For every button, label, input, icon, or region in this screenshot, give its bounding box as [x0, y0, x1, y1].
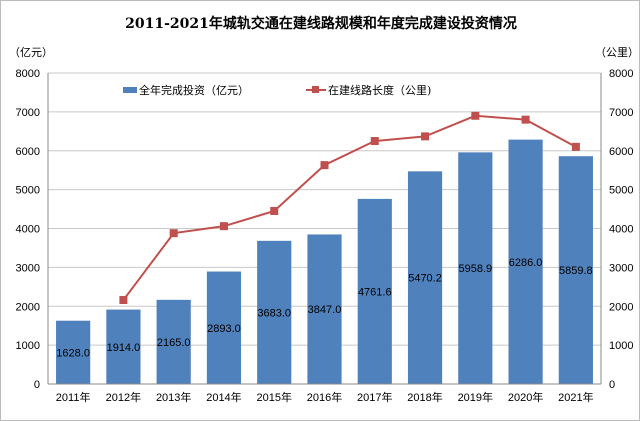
bar-data-label: 2893.0: [207, 323, 241, 335]
x-tick-label: 2019年: [458, 390, 493, 404]
line-marker: [119, 296, 128, 305]
x-tick-label: 2016年: [307, 390, 342, 404]
line-marker: [521, 115, 530, 124]
legend-bar-label: 全年完成投资（亿元）: [139, 83, 249, 97]
bar-data-label: 1628.0: [56, 347, 90, 359]
bar: [257, 240, 292, 384]
right-tick-label: 6000: [609, 146, 633, 158]
legend: 全年完成投资（亿元） 在建线路长度（公里): [123, 83, 431, 97]
line-marker: [421, 132, 430, 141]
bar-data-label: 4761.6: [358, 286, 392, 298]
bar-data-label: 5958.9: [458, 263, 492, 275]
bar: [106, 309, 141, 384]
bar: [206, 271, 242, 384]
left-tick-label: 4000: [16, 224, 40, 236]
right-tick-label: 0: [609, 379, 615, 391]
bar: [508, 139, 543, 384]
x-tick-label: 2014年: [206, 390, 241, 404]
x-tick-label: 2021年: [558, 390, 593, 404]
bar: [307, 234, 342, 384]
right-tick-label: 4000: [609, 224, 633, 236]
right-axis-unit: （公里）: [595, 46, 639, 59]
line-marker: [270, 207, 279, 216]
x-tick-label: 2017年: [357, 390, 392, 404]
right-tick-label: 8000: [609, 68, 633, 80]
legend-bar-swatch: [123, 87, 137, 93]
x-tick-label: 2018年: [407, 390, 442, 404]
bar: [407, 171, 443, 384]
x-tick-label: 2015年: [256, 390, 291, 404]
left-tick-label: 3000: [16, 262, 40, 274]
left-axis-unit: （亿元）: [9, 46, 53, 59]
bar: [458, 152, 493, 384]
line-marker: [320, 161, 329, 170]
right-tick-label: 5000: [609, 185, 633, 197]
x-tick-label: 2013年: [156, 390, 191, 404]
bar-data-label: 2165.0: [157, 337, 191, 349]
legend-line-marker: [312, 86, 319, 93]
left-tick-label: 7000: [16, 107, 40, 119]
line-series: [122, 114, 577, 301]
line-marker: [169, 229, 178, 238]
right-tick-label: 3000: [609, 262, 633, 274]
bar-data-label: 5859.8: [559, 265, 593, 277]
left-tick-label: 8000: [16, 68, 40, 80]
bar-data-label: 6286.0: [509, 257, 543, 269]
bar: [558, 156, 593, 384]
chart-title: 2011-2021年城轨交通在建线路规模和年度完成建设投资情况: [125, 15, 517, 32]
bar-data-label: 3683.0: [257, 307, 291, 319]
line-marker: [471, 111, 480, 120]
left-tick-label: 0: [34, 379, 40, 391]
legend-line-label: 在建线路长度（公里): [328, 83, 431, 97]
left-tick-label: 5000: [16, 185, 40, 197]
bar-data-label: 5470.2: [408, 273, 442, 285]
left-tick-label: 6000: [16, 146, 40, 158]
right-tick-label: 2000: [609, 301, 633, 313]
line-marker: [219, 222, 228, 231]
bar-data-label: 1914.0: [107, 342, 141, 354]
bar: [357, 198, 392, 384]
x-tick-label: 2020年: [508, 390, 543, 404]
x-tick-label: 2011年: [56, 390, 91, 404]
x-tick-label: 2012年: [106, 390, 141, 404]
bar: [56, 320, 91, 384]
left-tick-label: 1000: [16, 340, 40, 352]
line-marker: [571, 142, 580, 151]
bar-data-label: 3847.0: [308, 304, 342, 316]
bar: [156, 299, 191, 384]
right-tick-label: 1000: [609, 340, 633, 352]
line-marker: [370, 137, 379, 146]
left-tick-label: 2000: [16, 301, 40, 313]
right-tick-label: 7000: [609, 107, 633, 119]
